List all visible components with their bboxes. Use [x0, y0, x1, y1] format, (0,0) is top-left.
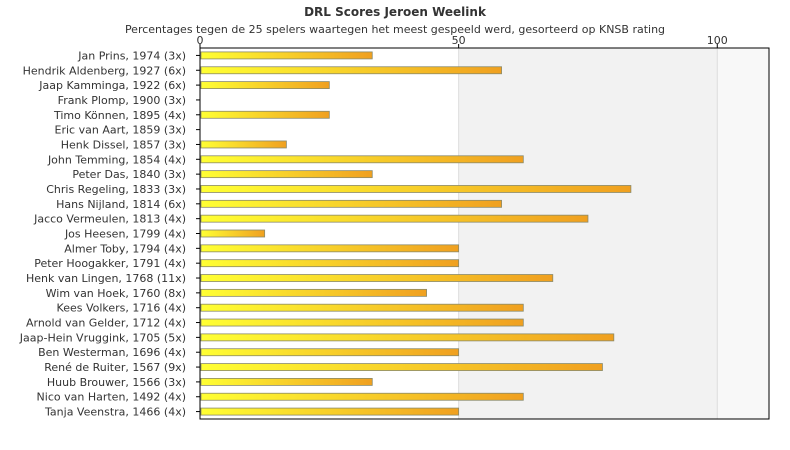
bar — [200, 81, 330, 89]
bar — [200, 66, 502, 75]
category-label: Timo Können, 1895 (4x) — [53, 109, 186, 122]
category-label: Tanja Veenstra, 1466 (4x) — [44, 406, 186, 419]
category-label: John Temming, 1854 (4x) — [47, 153, 186, 166]
category-label: René de Ruiter, 1567 (9x) — [44, 361, 186, 374]
chart-title: DRL Scores Jeroen Weelink — [304, 5, 487, 19]
category-label: Almer Toby, 1794 (4x) — [64, 242, 186, 255]
plot-band-3 — [717, 48, 769, 419]
category-label: Jacco Vermeulen, 1813 (4x) — [33, 213, 186, 226]
category-label: Jos Heesen, 1799 (4x) — [64, 228, 186, 241]
category-label: Peter Das, 1840 (3x) — [72, 168, 186, 181]
bar — [200, 392, 524, 401]
category-label: Henk Dissel, 1857 (3x) — [61, 138, 186, 151]
category-label: Arnold van Gelder, 1712 (4x) — [26, 317, 186, 330]
bar — [200, 288, 427, 297]
category-label: Chris Regeling, 1833 (3x) — [46, 183, 186, 196]
x-tick-label: 100 — [707, 34, 728, 47]
plot-band-2 — [458, 48, 718, 419]
bar — [200, 244, 460, 253]
x-axis-ticks: 0 50 100 — [197, 34, 728, 48]
category-label: Frank Plomp, 1900 (3x) — [58, 94, 186, 107]
bar — [200, 274, 554, 282]
x-tick-label: 50 — [452, 34, 466, 47]
bar — [200, 303, 524, 312]
category-label: Kees Volkers, 1716 (4x) — [57, 302, 186, 315]
bar — [200, 140, 287, 149]
bar — [200, 333, 615, 342]
y-axis-categories: Jan Prins, 1974 (3x) Hendrik Aldenberg, 1… — [19, 49, 200, 419]
category-label: Eric van Aart, 1859 (3x) — [55, 124, 186, 137]
bar — [200, 110, 330, 119]
plot-area — [199, 47, 770, 420]
category-label: Huub Brouwer, 1566 (3x) — [47, 376, 186, 389]
category-label: Nico van Harten, 1492 (4x) — [37, 391, 186, 404]
bar — [200, 377, 373, 386]
category-label: Jaap-Hein Vruggink, 1705 (5x) — [19, 331, 186, 344]
category-label: Ben Westerman, 1696 (4x) — [38, 346, 186, 359]
bar — [200, 318, 524, 327]
bar — [200, 259, 460, 268]
bar — [200, 348, 460, 357]
bar — [200, 229, 266, 238]
bar — [200, 407, 460, 416]
category-label: Hans Nijland, 1814 (6x) — [56, 198, 186, 211]
bar-series — [200, 51, 632, 416]
category-label: Wim van Hoek, 1760 (8x) — [46, 287, 186, 300]
chart-subtitle: Percentages tegen de 25 spelers waartege… — [125, 23, 665, 36]
category-label: Jaap Kamminga, 1922 (6x) — [38, 79, 186, 92]
bar — [200, 51, 373, 60]
bar — [200, 155, 524, 164]
bar — [200, 170, 373, 179]
category-label: Henk van Lingen, 1768 (11x) — [26, 272, 186, 285]
bar — [200, 199, 502, 208]
bar — [200, 214, 589, 223]
bar — [200, 363, 603, 371]
category-label: Peter Hoogakker, 1791 (4x) — [34, 257, 186, 270]
category-label: Jan Prins, 1974 (3x) — [77, 49, 186, 62]
x-tick-label: 0 — [197, 34, 204, 47]
bar — [200, 185, 632, 193]
category-label: Hendrik Aldenberg, 1927 (6x) — [23, 64, 186, 77]
